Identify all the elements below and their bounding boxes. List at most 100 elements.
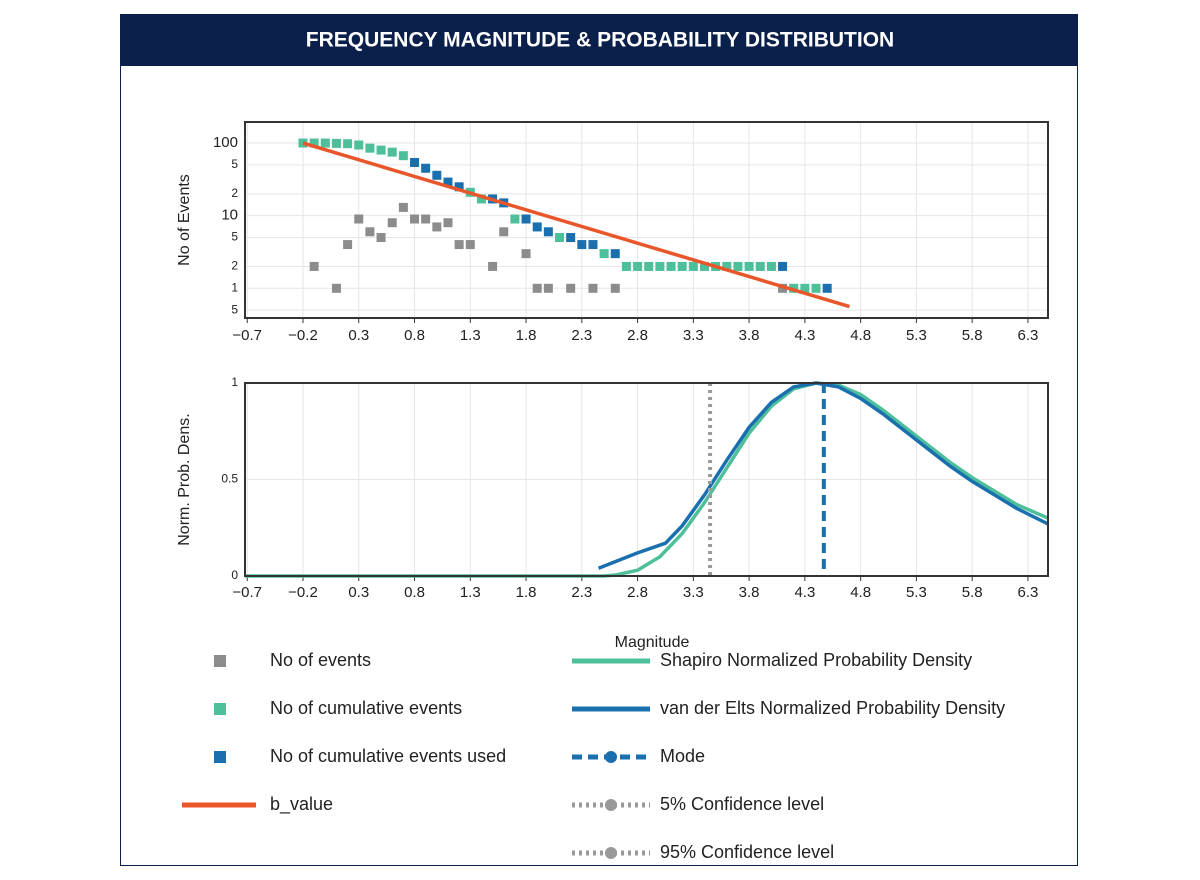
x-tick-label: 2.8 — [627, 327, 648, 344]
x-tick-label: 4.8 — [850, 327, 871, 344]
point — [566, 283, 576, 293]
point — [521, 214, 531, 224]
point — [633, 261, 643, 271]
point — [555, 233, 565, 243]
x-tick-label: 0.3 — [348, 584, 369, 601]
y-tick-label: 5 — [231, 157, 238, 171]
chart-title: FREQUENCY MAGNITUDE & PROBABILITY DISTRI… — [306, 29, 894, 52]
point — [722, 261, 732, 271]
plot-frame — [244, 121, 1049, 319]
legend-symbol — [214, 703, 226, 715]
point — [510, 214, 520, 224]
point — [410, 214, 420, 224]
x-tick-label: 4.3 — [794, 327, 815, 344]
point — [331, 283, 341, 293]
y-tick-label: 2 — [231, 186, 238, 200]
point — [454, 182, 464, 192]
y-tick-label: 0.5 — [221, 472, 238, 486]
point — [778, 261, 788, 271]
y-tick-label: 2 — [231, 259, 238, 273]
point — [320, 138, 330, 148]
x-axis-label: Magnitude — [615, 634, 690, 651]
point — [421, 163, 431, 173]
point — [610, 283, 620, 293]
x-tick-label: 1.3 — [460, 327, 481, 344]
y-tick-label: 5 — [231, 302, 238, 316]
legend-symbol — [605, 799, 617, 811]
point — [454, 240, 464, 250]
point — [610, 249, 620, 259]
legend-label: No of cumulative events — [270, 698, 462, 718]
legend-label: 95% Confidence level — [660, 842, 834, 862]
legend-label: 5% Confidence level — [660, 794, 824, 814]
point — [543, 283, 553, 293]
point — [476, 194, 486, 204]
y-tick-label: 100 — [213, 134, 238, 151]
point — [365, 143, 375, 153]
y-tick-label: 1 — [231, 375, 238, 389]
point — [655, 261, 665, 271]
x-tick-label: 3.3 — [683, 327, 704, 344]
x-tick-label: 4.3 — [794, 584, 815, 601]
x-tick-label: 0.8 — [404, 327, 425, 344]
point — [398, 151, 408, 161]
point — [677, 261, 687, 271]
point — [354, 214, 364, 224]
point — [488, 261, 498, 271]
point — [443, 218, 453, 228]
point — [354, 140, 364, 150]
x-tick-label: 5.8 — [962, 327, 983, 344]
point — [755, 261, 765, 271]
point — [465, 240, 475, 250]
legend-label: Shapiro Normalized Probability Density — [660, 650, 972, 670]
point — [532, 283, 542, 293]
x-tick-label: 3.8 — [739, 584, 760, 601]
line — [597, 381, 1049, 570]
x-tick-label: 2.8 — [627, 584, 648, 601]
y-tick-label: 0 — [231, 568, 238, 582]
legend-label: van der Elts Normalized Probability Dens… — [660, 698, 1005, 718]
point — [376, 145, 386, 155]
point — [688, 261, 698, 271]
x-tick-label: 4.8 — [850, 584, 871, 601]
point — [543, 227, 553, 237]
legend-symbol — [214, 655, 226, 667]
x-tick-label: −0.2 — [288, 584, 318, 601]
legend-symbol — [605, 751, 617, 763]
legend-label: No of cumulative events used — [270, 746, 506, 766]
x-tick-label: −0.7 — [232, 584, 262, 601]
x-tick-label: 3.3 — [683, 584, 704, 601]
point — [398, 202, 408, 212]
point — [343, 240, 353, 250]
point — [666, 261, 676, 271]
y-tick-label: 5 — [231, 230, 238, 244]
point — [387, 147, 397, 157]
point — [644, 261, 654, 271]
x-tick-label: 2.3 — [571, 584, 592, 601]
panel-header — [120, 14, 1078, 66]
x-tick-label: 0.3 — [348, 327, 369, 344]
x-tick-label: 5.3 — [906, 584, 927, 601]
x-tick-label: 1.8 — [516, 327, 537, 344]
point — [811, 283, 821, 293]
point — [588, 240, 598, 250]
x-tick-label: −0.2 — [288, 327, 318, 344]
point — [532, 222, 542, 232]
point — [744, 261, 754, 271]
y-axis-label: No of Events — [176, 174, 193, 266]
legend-label: No of events — [270, 650, 371, 670]
x-tick-label: 3.8 — [739, 327, 760, 344]
point — [577, 240, 587, 250]
x-tick-label: −0.7 — [232, 327, 262, 344]
point — [599, 249, 609, 259]
point — [309, 261, 319, 271]
legend-symbol — [214, 751, 226, 763]
point — [309, 138, 319, 148]
y-axis-label: Norm. Prob. Dens. — [176, 413, 193, 545]
panel — [120, 14, 1078, 866]
x-tick-label: 6.3 — [1017, 584, 1038, 601]
point — [499, 227, 509, 237]
legend-symbol — [605, 847, 617, 859]
point — [331, 138, 341, 148]
